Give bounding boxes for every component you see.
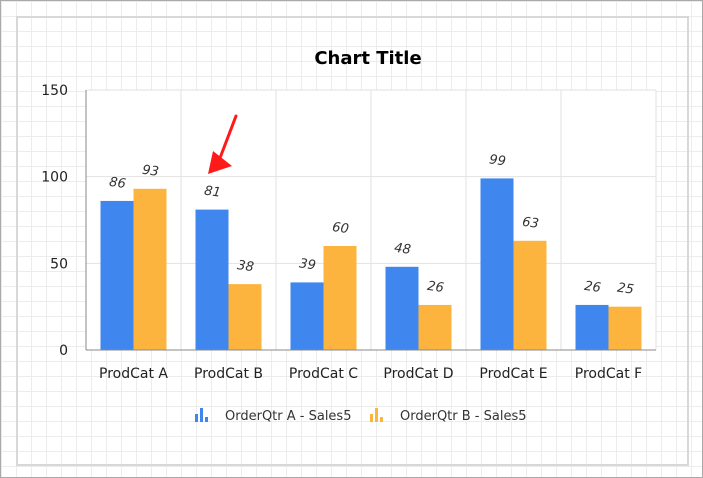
bars	[100, 178, 642, 350]
legend-item[interactable]: OrderQtr A - Sales5	[195, 408, 351, 424]
chart-title[interactable]: Chart Title	[314, 48, 421, 69]
data-label: 25	[616, 281, 634, 298]
x-tick-label: ProdCat D	[383, 366, 453, 382]
data-label: 60	[331, 220, 349, 237]
y-axis-ticks: 0 50 100 150	[41, 83, 68, 359]
data-label: 93	[141, 163, 159, 180]
bar[interactable]	[290, 282, 324, 350]
data-label: 39	[298, 256, 316, 273]
bar[interactable]	[480, 178, 514, 350]
bar[interactable]	[385, 266, 419, 350]
data-labels: 86 81 39 48 99 26 93 38 60 26 63 25	[108, 152, 634, 297]
bar-chart-icon	[195, 408, 208, 422]
y-tick-label: 50	[50, 256, 68, 272]
data-label: 86	[108, 175, 126, 192]
bar-chart-icon	[370, 408, 383, 422]
annotation-arrow	[208, 114, 238, 174]
x-tick-label: ProdCat E	[479, 366, 547, 382]
data-label: 26	[583, 279, 601, 296]
bar[interactable]	[100, 200, 134, 350]
x-axis-labels: ProdCat A ProdCat B ProdCat C ProdCat D Prod…	[99, 366, 642, 382]
x-tick-label: ProdCat B	[194, 366, 263, 382]
legend-item[interactable]: OrderQtr B - Sales5	[370, 408, 527, 424]
data-label: 99	[488, 152, 506, 169]
data-label: 81	[203, 184, 221, 201]
x-tick-label: ProdCat F	[575, 366, 642, 382]
legend-label: OrderQtr B - Sales5	[400, 409, 527, 424]
data-label: 38	[236, 258, 254, 275]
bar[interactable]	[513, 240, 547, 350]
bar[interactable]	[575, 304, 609, 350]
data-label: 26	[426, 279, 444, 296]
y-tick-label: 100	[41, 170, 68, 186]
bar[interactable]	[133, 188, 167, 350]
legend-label: OrderQtr A - Sales5	[225, 409, 351, 424]
bar[interactable]	[608, 306, 642, 350]
data-label: 48	[393, 241, 411, 258]
arrow-shaft	[218, 114, 238, 160]
y-tick-label: 0	[59, 343, 68, 359]
arrow-head	[208, 151, 232, 174]
bar[interactable]	[323, 246, 357, 350]
x-tick-label: ProdCat A	[99, 366, 168, 382]
bar[interactable]	[195, 209, 229, 350]
chart-frame[interactable]	[16, 16, 689, 466]
y-tick-label: 150	[41, 83, 68, 99]
data-label: 63	[521, 215, 539, 232]
bar[interactable]	[418, 304, 452, 350]
gridlines	[86, 89, 657, 350]
legend[interactable]: OrderQtr A - Sales5 OrderQtr B - Sales5	[195, 408, 527, 424]
bar[interactable]	[228, 284, 262, 350]
x-tick-label: ProdCat C	[289, 366, 358, 382]
